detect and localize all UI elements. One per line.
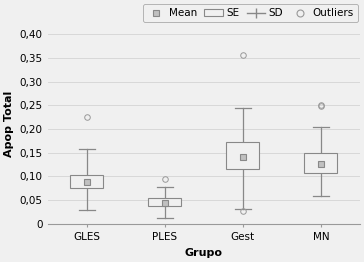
Bar [149,198,181,206]
Y-axis label: Apop Total: Apop Total [4,91,14,157]
Bar [304,153,337,173]
X-axis label: Grupo: Grupo [185,248,223,258]
Bar [70,175,103,188]
Bar [226,142,259,169]
Legend: Mean, SE, SD, Outliers: Mean, SE, SD, Outliers [143,4,358,23]
